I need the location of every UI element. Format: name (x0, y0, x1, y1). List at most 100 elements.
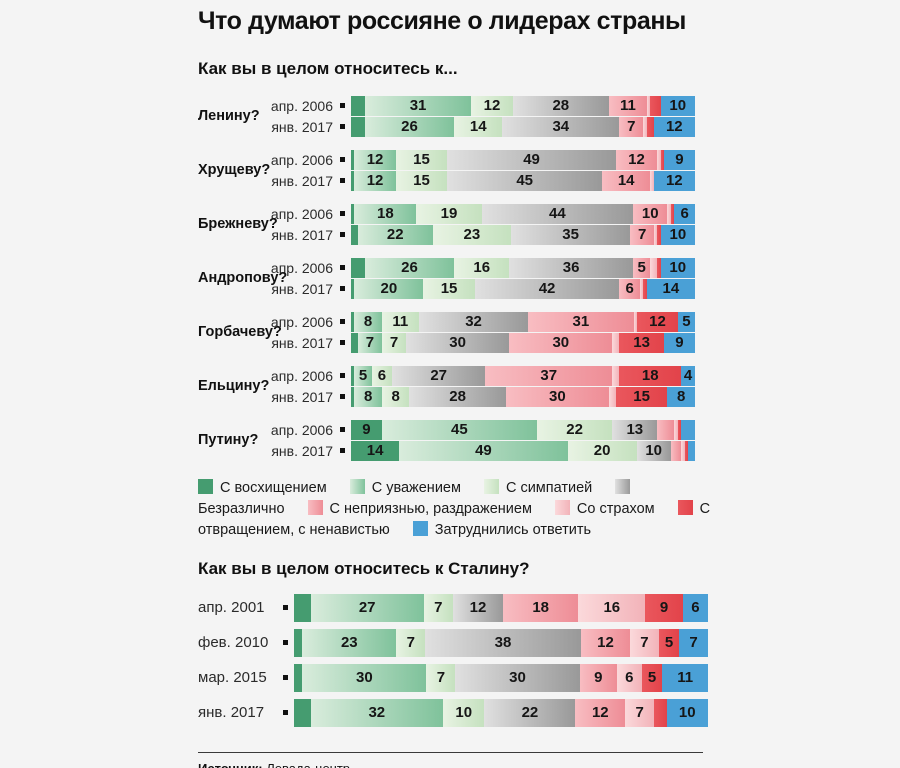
segment-value: 6 (377, 367, 387, 384)
bar-segment: 30 (455, 663, 580, 692)
bar-segment: 45 (381, 419, 537, 440)
row-marker (283, 605, 288, 610)
bar-segment: 9 (351, 419, 382, 440)
bar-segment (681, 419, 695, 440)
segment-value: 10 (669, 259, 687, 276)
bar-segment: 35 (511, 224, 631, 245)
bar-segment: 14 (351, 440, 400, 461)
leader-name: Ельцину? (198, 378, 270, 394)
segment-value: 31 (572, 313, 590, 330)
bar-segment: 28 (512, 95, 609, 116)
row-date-label: мар. 2015 (198, 669, 267, 686)
bar-segment: 12 (452, 593, 504, 622)
legend-swatch (677, 499, 693, 515)
bar-segment (646, 116, 654, 137)
stacked-bar: 8 8 28 30 15 8 (351, 386, 695, 407)
stacked-bar: 31 12 28 11 10 (351, 95, 695, 116)
segment-value: 7 (689, 634, 698, 651)
row-marker (340, 319, 345, 324)
segment-value: 9 (659, 599, 669, 616)
stacked-bar: 5 6 27 37 18 4 (351, 365, 695, 386)
leader-name: Брежневу? (198, 216, 278, 232)
chart-row: янв. 2017 20 15 42 6 14 (198, 278, 900, 299)
bar-segment (677, 419, 682, 440)
row-marker (340, 157, 345, 162)
leader-group: Андропову? апр. 2006 26 16 36 5 10 янв. 2017 20 1… (198, 257, 900, 299)
row-marker (340, 178, 345, 183)
chart-row: мар. 2015 30 7 30 9 6 5 11 (198, 663, 900, 692)
bar-segment (612, 365, 620, 386)
segment-value: 6 (691, 599, 700, 616)
segment-value: 7 (436, 669, 446, 686)
segment-value: 10 (669, 97, 687, 114)
bar-segment: 13 (612, 419, 658, 440)
bar-segment (654, 224, 658, 245)
bar-segment: 12 (637, 311, 678, 332)
segment-value: 19 (440, 205, 458, 222)
segment-value: 10 (455, 704, 473, 721)
leaders-section-title: Как вы в целом относитесь к... (198, 58, 458, 78)
bar-segment: 12 (615, 149, 658, 170)
leader-rows: апр. 2006 31 12 28 11 10 янв. 2017 26 14 34 7 12 (198, 95, 900, 137)
segment-value: 32 (465, 313, 482, 330)
bar-segment: 42 (474, 278, 620, 299)
segment-value: 9 (675, 151, 684, 168)
bar-segment: 18 (503, 593, 579, 622)
bar-segment (643, 116, 647, 137)
segment-value: 49 (523, 151, 540, 168)
stacked-bar: 20 15 42 6 14 (351, 278, 695, 299)
segment-value: 15 (413, 172, 430, 189)
legend-item: С отвращением, с ненавистью (198, 499, 711, 538)
bar-segment: 6 (619, 278, 640, 299)
bar-segment: 34 (502, 116, 620, 137)
bar-segment: 7 (357, 332, 382, 353)
bar-segment: 7 (423, 593, 453, 622)
bar-segment: 7 (426, 663, 456, 692)
bar-segment (650, 95, 661, 116)
bar-segment: 5 (641, 663, 663, 692)
row-marker (340, 427, 345, 432)
bar-segment: 22 (536, 419, 613, 440)
row-marker (340, 103, 345, 108)
stacked-bar: 26 16 36 5 10 (351, 257, 695, 278)
segment-value: 11 (677, 669, 694, 686)
bar-segment: 26 (364, 257, 455, 278)
bar-segment: 8 (381, 386, 410, 407)
bar-segment: 10 (636, 440, 671, 461)
segment-value: 30 (549, 388, 566, 405)
bar-segment (294, 628, 303, 657)
bar-segment: 6 (371, 365, 393, 386)
bar-segment: 49 (399, 440, 568, 461)
bar-segment (660, 149, 664, 170)
segment-value: 7 (637, 226, 647, 243)
leader-group: Хрущеву? апр. 2006 12 15 49 12 9 янв. 2017 12 15 4… (198, 149, 900, 191)
row-date-label: янв. 2017 (271, 388, 333, 405)
stacked-bar: 18 19 44 10 6 (351, 203, 695, 224)
bar-segment: 15 (395, 149, 448, 170)
segment-value: 12 (597, 634, 614, 651)
bar-segment (351, 95, 365, 116)
bar-segment (294, 698, 311, 727)
bar-segment (294, 663, 303, 692)
source-line: Источник: Левада-центр (198, 761, 900, 768)
segment-value: 14 (366, 442, 384, 459)
segment-value: 13 (626, 421, 644, 438)
row-date-label: янв. 2017 (271, 280, 333, 297)
bar-segment (670, 440, 682, 461)
chart-row: апр. 2006 9 45 22 13 (198, 419, 900, 440)
leader-name: Горбачеву? (198, 324, 282, 340)
bar-segment: 14 (646, 278, 695, 299)
bar-segment: 9 (645, 593, 683, 622)
stacked-bar: 7 7 30 30 13 9 (351, 332, 695, 353)
bar-segment (639, 278, 644, 299)
leader-group: Ленину? апр. 2006 31 12 28 11 10 янв. 2017 26 14 3… (198, 95, 900, 137)
bar-segment (351, 386, 355, 407)
legend-swatch (307, 499, 323, 515)
legend-item: Со страхом (554, 499, 655, 517)
bar-segment (633, 311, 638, 332)
bar-segment (657, 257, 661, 278)
segment-value: 5 (637, 259, 646, 276)
bar-segment (294, 593, 311, 622)
legend-label: С отвращением, с ненавистью (198, 500, 711, 538)
page-title: Что думают россияне о лидерах страны (198, 7, 686, 35)
